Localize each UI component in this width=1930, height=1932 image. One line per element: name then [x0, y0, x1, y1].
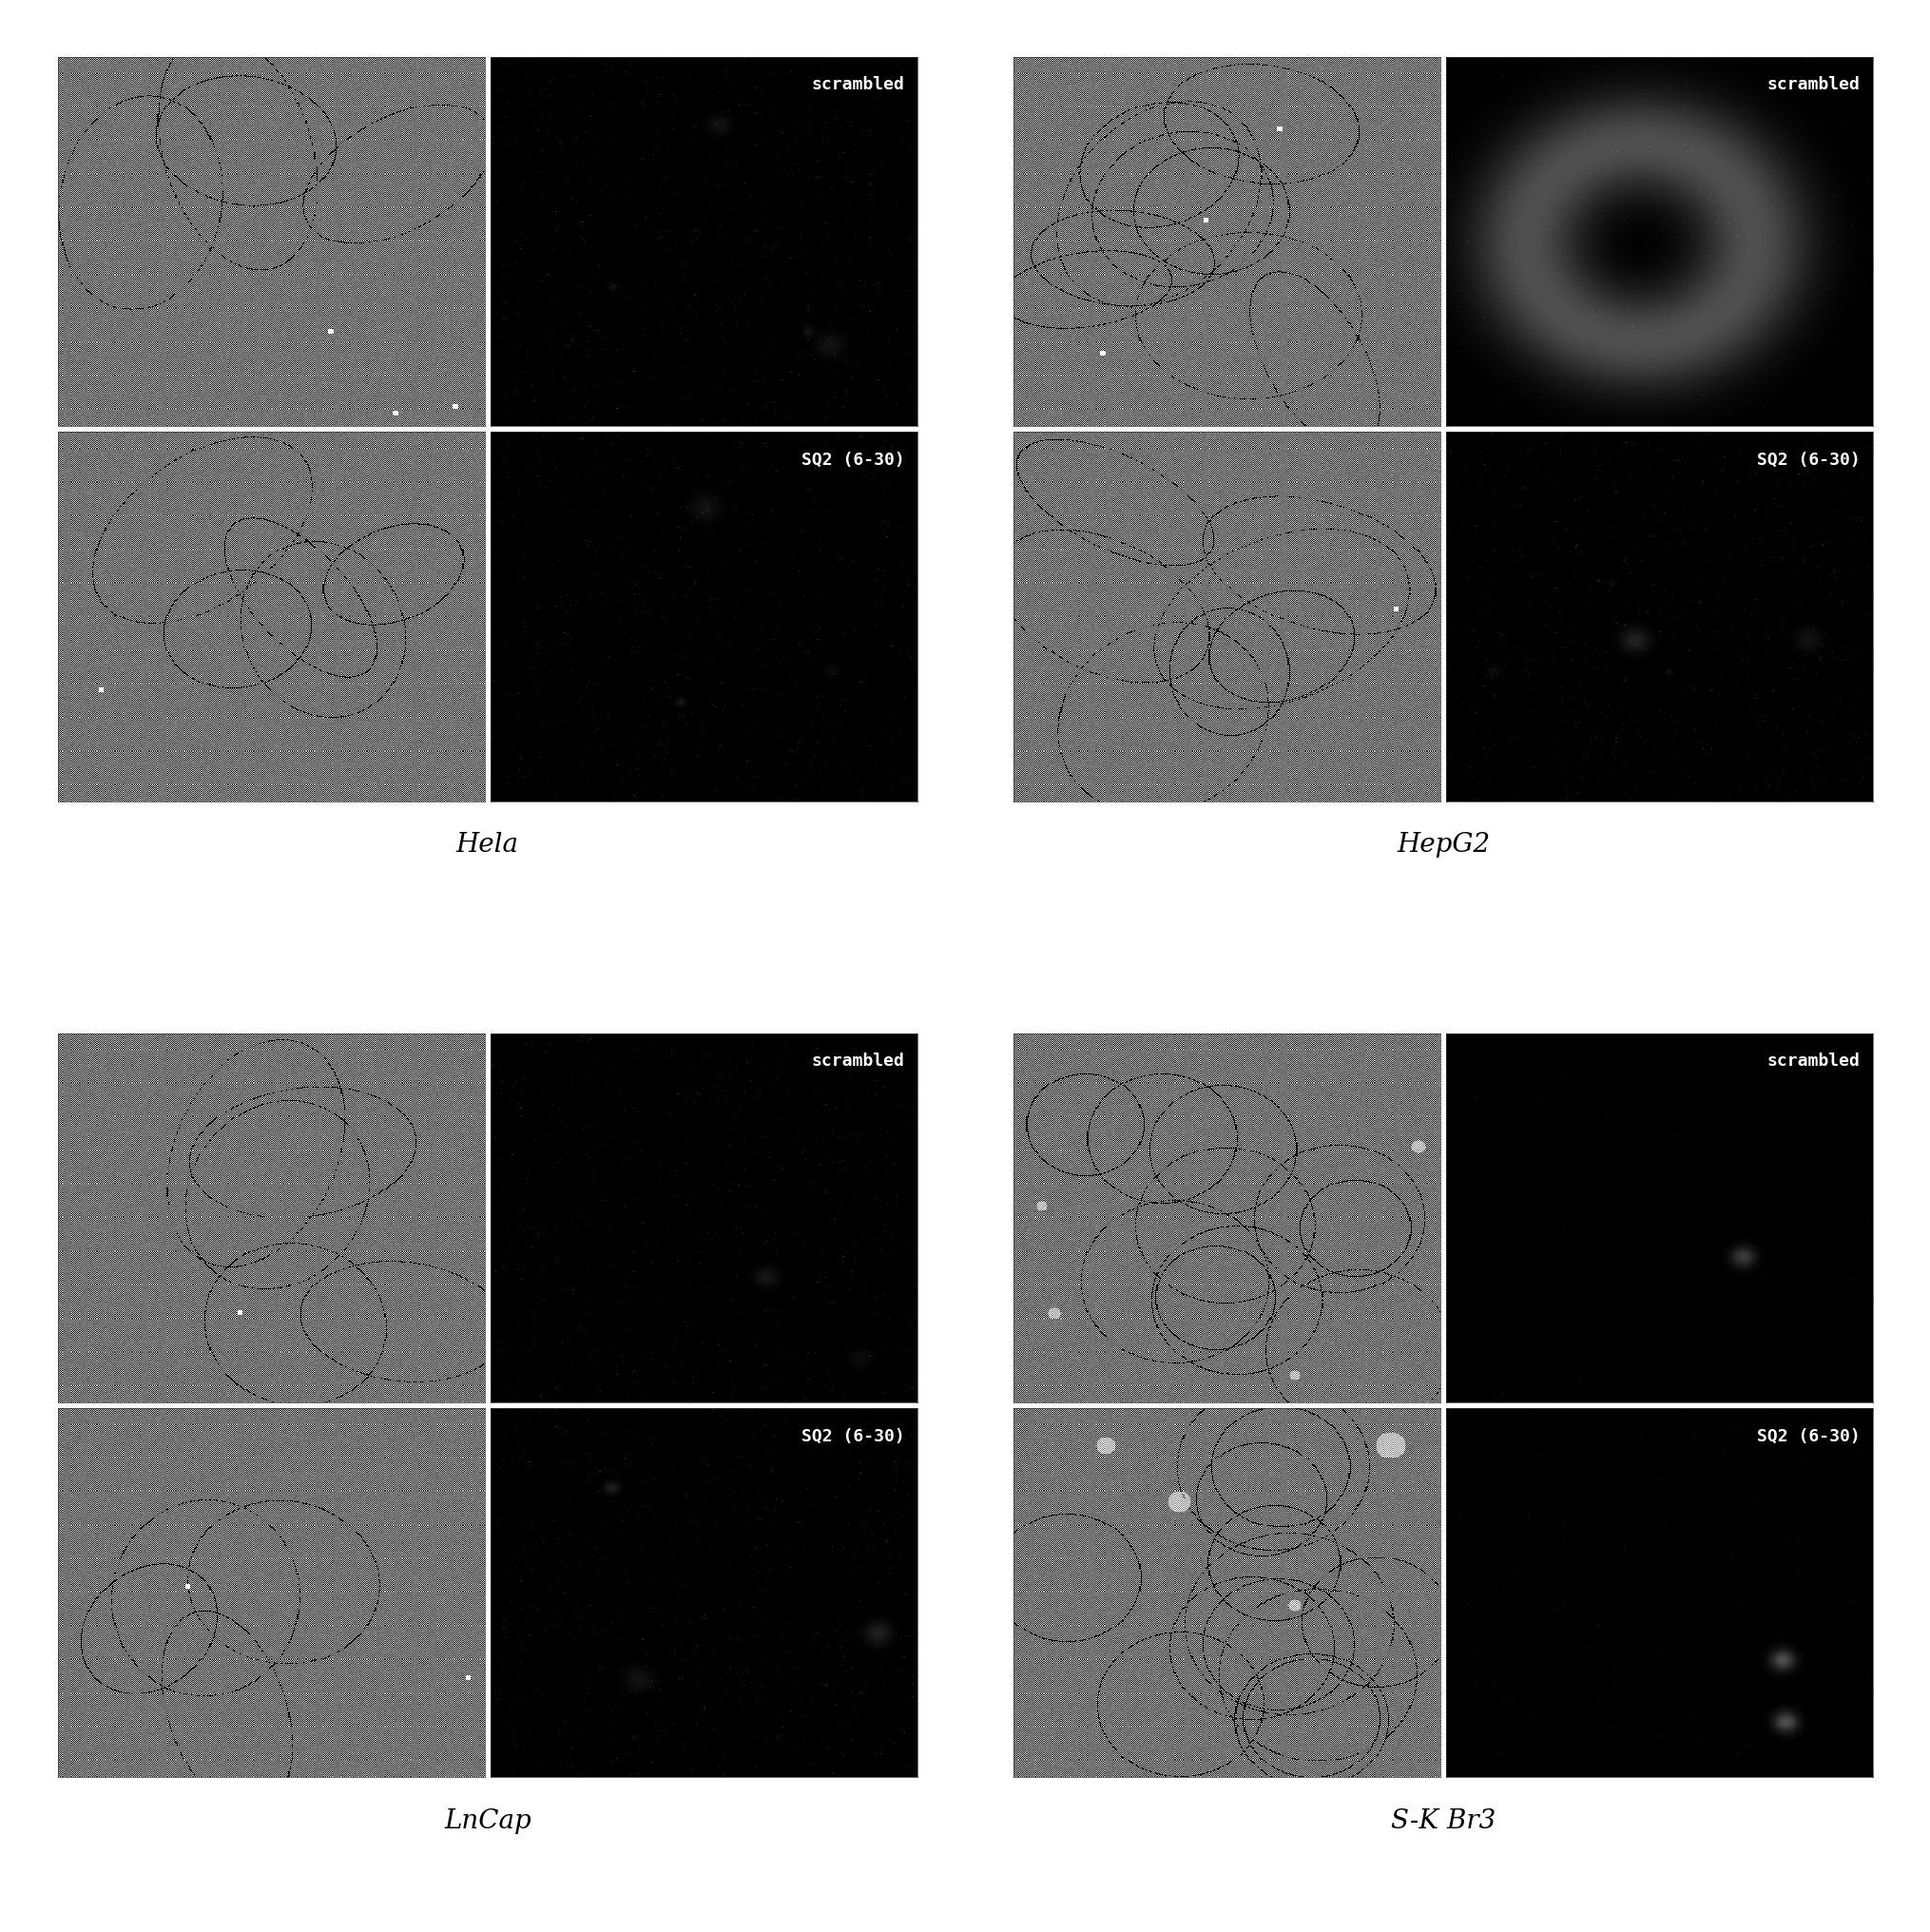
Text: SQ2 (6-30): SQ2 (6-30): [1756, 1428, 1859, 1443]
Text: SQ2 (6-30): SQ2 (6-30): [1756, 452, 1859, 468]
Text: scrambled: scrambled: [1766, 1053, 1859, 1068]
Text: Hela: Hela: [455, 831, 519, 858]
Text: S-K Br3: S-K Br3: [1390, 1806, 1496, 1833]
Text: HepG2: HepG2: [1395, 831, 1490, 858]
Text: SQ2 (6-30): SQ2 (6-30): [801, 452, 903, 468]
Text: scrambled: scrambled: [811, 1053, 903, 1068]
Text: LnCap: LnCap: [444, 1806, 531, 1833]
Text: scrambled: scrambled: [1766, 77, 1859, 93]
Text: SQ2 (6-30): SQ2 (6-30): [801, 1428, 903, 1443]
Text: scrambled: scrambled: [811, 77, 903, 93]
